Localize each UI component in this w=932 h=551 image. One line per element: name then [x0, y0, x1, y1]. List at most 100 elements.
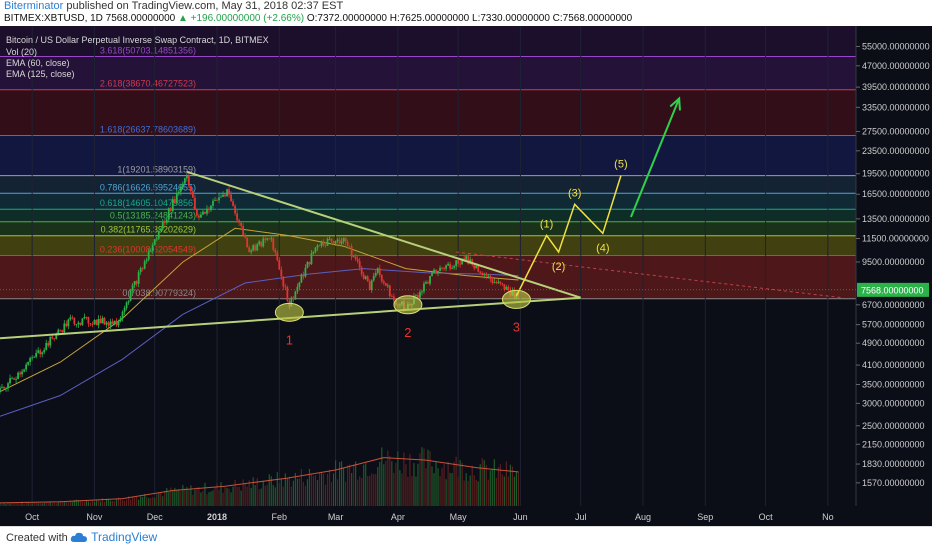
volume-bar: [375, 474, 377, 506]
y-tick-label: 19500.00000000: [862, 169, 930, 179]
fib-label-0.786: 0.786(16626.59524655): [100, 182, 196, 192]
volume-bar: [513, 476, 516, 506]
candle-body: [119, 318, 122, 322]
volume-bar: [87, 501, 90, 506]
volume-bar: [15, 502, 17, 506]
candle-body: [155, 238, 158, 240]
volume-bar: [220, 482, 222, 506]
candle-body: [244, 234, 247, 238]
candle-body: [266, 238, 269, 240]
volume-bar: [481, 458, 483, 506]
candle-body: [69, 317, 72, 320]
fib-levels: 0(7038.90779324) 0.236(10008.62054549) 0.3…: [0, 45, 856, 300]
candle-body: [17, 372, 19, 380]
volume-bar: [391, 461, 393, 506]
volume-bar: [393, 472, 395, 506]
candle-body: [459, 263, 462, 265]
y-tick-label: 13500.00000000: [862, 214, 930, 224]
volume-bar: [103, 501, 106, 506]
candle-body: [505, 286, 508, 290]
volume-bar: [119, 498, 122, 506]
volume-bar: [13, 502, 15, 506]
volume-bar: [212, 490, 214, 506]
volume-bar: [302, 481, 305, 506]
candle-body: [316, 245, 319, 248]
candle-body: [495, 282, 498, 284]
candle-body: [314, 247, 317, 252]
volume-bar: [517, 471, 520, 506]
volume-bar: [47, 501, 49, 506]
candle-body: [286, 287, 289, 301]
candle-body: [71, 317, 74, 319]
candle-body: [29, 357, 32, 362]
candle-body: [487, 275, 490, 277]
candle-body: [105, 322, 108, 325]
volume-bar: [138, 499, 140, 506]
candle-body: [111, 321, 114, 324]
fib-label-0.382: 0.382(11765.39202629): [101, 225, 196, 235]
volume-bar: [5, 503, 7, 506]
volume-bar: [248, 480, 250, 506]
candle-body: [183, 178, 186, 184]
candle-body: [368, 281, 371, 290]
candle-body: [198, 215, 200, 218]
candle-body: [463, 258, 466, 260]
candle-body: [461, 258, 464, 265]
price-chart[interactable]: 0(7038.90779324) 0.236(10008.62054549) 0.3…: [0, 26, 932, 526]
candle-body: [290, 297, 293, 307]
volume-bar: [429, 451, 431, 506]
volume-bar: [334, 460, 337, 506]
volume-bar: [379, 461, 381, 506]
x-tick-label: Mar: [328, 512, 344, 522]
candle-body: [19, 372, 21, 375]
candle-body: [378, 268, 381, 276]
candle-body: [254, 245, 257, 251]
volume-bar: [19, 503, 21, 506]
volume-bar: [453, 462, 455, 506]
candle-body: [360, 267, 363, 275]
volume-bar: [330, 481, 333, 506]
candle-body: [212, 200, 214, 206]
volume-bar: [3, 503, 5, 506]
volume-bar: [111, 500, 114, 506]
wave-label-1: (1): [540, 218, 553, 230]
candle-body: [354, 256, 357, 260]
legend-ema60[interactable]: EMA (60, close): [6, 58, 70, 68]
legend-volume[interactable]: Vol (20): [6, 47, 37, 57]
candle-body: [390, 296, 393, 297]
volume-bar: [25, 501, 27, 506]
candle-body: [196, 209, 198, 216]
volume-bar: [290, 486, 292, 506]
candle-body: [204, 211, 206, 214]
candle-body: [507, 286, 510, 290]
legend-ema125[interactable]: EMA (125, close): [6, 69, 75, 79]
candle-body: [270, 238, 273, 240]
volume-bar: [445, 479, 447, 506]
volume-bar: [170, 487, 172, 506]
volume-bar: [236, 486, 238, 506]
y-tick-label: 5700.00000000: [862, 320, 925, 330]
volume-bar: [228, 488, 230, 506]
candle-body: [55, 334, 58, 339]
fib-band-9: [0, 26, 856, 57]
volume-bar: [134, 497, 136, 506]
volume-bar: [160, 492, 162, 506]
x-tick-label: Jun: [513, 512, 528, 522]
candle-body: [101, 317, 104, 324]
candle-body: [169, 208, 172, 212]
volume-bar: [238, 486, 240, 506]
author-link[interactable]: Biterminator: [4, 0, 64, 12]
candle-body: [372, 275, 375, 281]
volume-bar: [83, 501, 85, 506]
volume-bar: [113, 501, 116, 506]
tradingview-logo[interactable]: TradingView: [70, 530, 157, 544]
volume-bar: [272, 484, 274, 506]
candle-body: [33, 356, 36, 358]
volume-bar: [461, 462, 463, 506]
y-tick-label: 6700.00000000: [862, 300, 925, 310]
candle-body: [348, 245, 351, 247]
candle-body: [228, 189, 230, 195]
volume-bar: [443, 463, 445, 506]
footer-bar: Created with TradingView: [0, 526, 932, 551]
volume-bar: [150, 497, 152, 506]
